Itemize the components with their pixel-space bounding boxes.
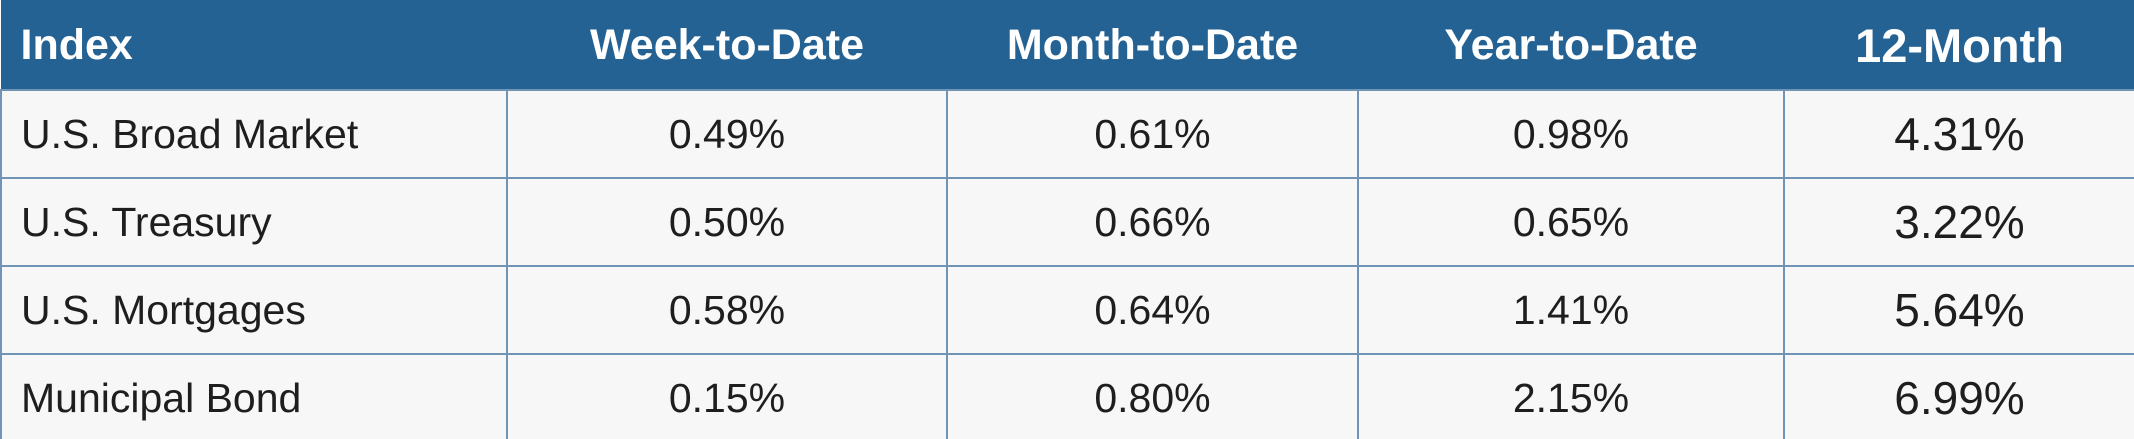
- return-cell: 0.65%: [1357, 177, 1785, 267]
- header-cell: Year-to-Date: [1357, 0, 1785, 91]
- index-name-cell: U.S. Treasury: [0, 177, 508, 267]
- header-row: Index Week-to-Date Month-to-Date Year-to-Da…: [0, 0, 2134, 91]
- table-body: U.S. Broad Market 0.49% 0.61% 0.98% 4.31% U.S…: [0, 89, 2134, 439]
- return-cell: 0.58%: [506, 265, 948, 355]
- return-cell: 1.41%: [1357, 265, 1785, 355]
- header-cell: Index: [0, 0, 508, 91]
- return-cell: 3.22%: [1783, 177, 2134, 267]
- table-row: U.S. Treasury 0.50% 0.66% 0.65% 3.22%: [0, 177, 2134, 267]
- index-name-cell: U.S. Broad Market: [0, 89, 508, 179]
- header-cell: Month-to-Date: [946, 0, 1359, 91]
- return-cell: 6.99%: [1783, 353, 2134, 439]
- return-cell: 0.50%: [506, 177, 948, 267]
- return-cell: 5.64%: [1783, 265, 2134, 355]
- return-cell: 0.64%: [946, 265, 1359, 355]
- return-cell: 0.66%: [946, 177, 1359, 267]
- return-cell: 2.15%: [1357, 353, 1785, 439]
- return-cell: 0.98%: [1357, 89, 1785, 179]
- return-cell: 0.80%: [946, 353, 1359, 439]
- index-name-cell: U.S. Mortgages: [0, 265, 508, 355]
- return-cell: 0.15%: [506, 353, 948, 439]
- return-cell: 0.49%: [506, 89, 948, 179]
- return-cell: 4.31%: [1783, 89, 2134, 179]
- header-cell: 12-Month: [1783, 0, 2134, 91]
- table-row: U.S. Mortgages 0.58% 0.64% 1.41% 5.64%: [0, 265, 2134, 355]
- return-cell: 0.61%: [946, 89, 1359, 179]
- header-cell: Week-to-Date: [506, 0, 948, 91]
- table-row: U.S. Broad Market 0.49% 0.61% 0.98% 4.31%: [0, 89, 2134, 179]
- table-row: Municipal Bond 0.15% 0.80% 2.15% 6.99%: [0, 353, 2134, 439]
- index-name-cell: Municipal Bond: [0, 353, 508, 439]
